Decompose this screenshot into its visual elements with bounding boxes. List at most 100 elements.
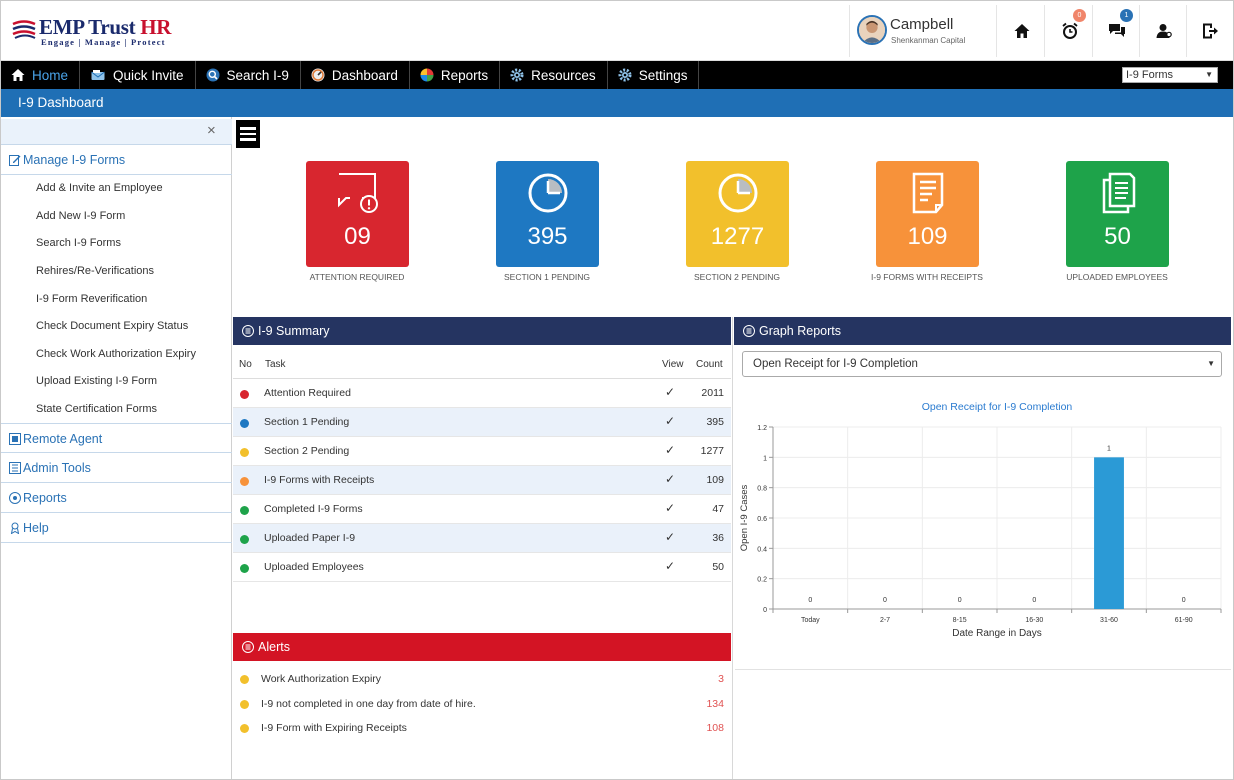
sidebar-sub-upload-existing-i9[interactable]: Upload Existing I-9 Form bbox=[36, 375, 158, 387]
close-icon[interactable]: × bbox=[207, 122, 216, 139]
check-icon[interactable]: ✓ bbox=[665, 385, 676, 399]
graph-title: Graph Reports bbox=[759, 324, 841, 338]
data-label: 0 bbox=[1032, 597, 1036, 604]
nav-resources[interactable]: Resources bbox=[500, 61, 608, 89]
user-settings-button[interactable] bbox=[1141, 5, 1187, 57]
menu-toggle-button[interactable] bbox=[236, 120, 260, 148]
row-count: 109 bbox=[706, 474, 724, 486]
nav-reports[interactable]: Reports bbox=[410, 61, 501, 89]
x-tick-label: 61-90 bbox=[1175, 617, 1193, 624]
search-icon bbox=[206, 68, 220, 82]
x-tick-label: 8-15 bbox=[953, 617, 967, 624]
nav-search-i9[interactable]: Search I-9 bbox=[196, 61, 301, 89]
check-icon[interactable]: ✓ bbox=[665, 472, 676, 486]
tile-value: 50 bbox=[1104, 223, 1131, 250]
pie-chart-icon bbox=[420, 68, 434, 82]
messages-button[interactable]: 1 bbox=[1094, 5, 1140, 57]
form-type-select[interactable]: I-9 Forms ▼ bbox=[1122, 67, 1218, 83]
tile-section2-pending[interactable]: 1277 bbox=[686, 161, 789, 267]
nav-dashboard[interactable]: Dashboard bbox=[301, 61, 410, 89]
chart-bar bbox=[1094, 457, 1124, 609]
alert-item[interactable]: Work Authorization Expiry 3 bbox=[233, 668, 731, 692]
check-icon[interactable]: ✓ bbox=[665, 559, 676, 573]
tile-uploaded-employees[interactable]: 50 bbox=[1066, 161, 1169, 267]
sidebar-item-reports[interactable]: Reports bbox=[1, 483, 232, 513]
alarm-badge: 0 bbox=[1073, 9, 1086, 22]
sidebar-sub-rehires[interactable]: Rehires/Re-Verifications bbox=[36, 265, 154, 277]
divider bbox=[732, 317, 733, 779]
alert-count[interactable]: 108 bbox=[706, 722, 724, 734]
nav-search-i9-label: Search I-9 bbox=[226, 67, 289, 83]
sidebar-sub-reverification[interactable]: I-9 Form Reverification bbox=[36, 293, 148, 305]
table-row[interactable]: Uploaded Employees ✓ 50 bbox=[233, 553, 731, 582]
alert-count[interactable]: 3 bbox=[718, 673, 724, 685]
brand-logo[interactable]: EMP Trust HR Engage | Manage | Protect bbox=[11, 15, 181, 49]
table-row[interactable]: Section 2 Pending ✓ 1277 bbox=[233, 437, 731, 466]
tile-label: Section 2 Pending bbox=[694, 272, 780, 282]
alert-item[interactable]: I-9 not completed in one day from date o… bbox=[233, 693, 731, 717]
alert-dot bbox=[240, 699, 249, 709]
tile-label: Attention Required bbox=[309, 272, 405, 282]
home-button[interactable] bbox=[999, 5, 1045, 57]
tile-label: I-9 Forms with Receipts bbox=[871, 272, 983, 282]
tile-forms-with-receipts[interactable]: 109 bbox=[876, 161, 979, 267]
divider bbox=[735, 669, 1231, 670]
user-profile[interactable]: Campbell Shenkanman Capital bbox=[849, 5, 997, 57]
graph-chart: Open Receipt for I-9 Completion 0 0.2 0.4 0.… bbox=[735, 391, 1231, 661]
table-row[interactable]: Attention Required ✓ 2011 bbox=[233, 379, 731, 408]
table-row[interactable]: Uploaded Paper I-9 ✓ 36 bbox=[233, 524, 731, 553]
tile-attention-required[interactable]: 09 bbox=[306, 161, 409, 267]
check-icon[interactable]: ✓ bbox=[665, 501, 676, 515]
brand-tagline: Engage | Manage | Protect bbox=[41, 37, 166, 47]
check-icon[interactable]: ✓ bbox=[665, 443, 676, 457]
sidebar-sub-state-certification[interactable]: State Certification Forms bbox=[36, 403, 158, 415]
table-row[interactable]: Completed I-9 Forms ✓ 47 bbox=[233, 495, 731, 524]
graph-report-select[interactable]: Open Receipt for I-9 Completion ▼ bbox=[742, 351, 1222, 377]
message-alert-icon bbox=[338, 173, 378, 213]
alert-dot bbox=[240, 675, 249, 684]
messages-badge: 1 bbox=[1120, 9, 1133, 22]
reports-icon bbox=[9, 492, 21, 504]
check-icon[interactable]: ✓ bbox=[665, 414, 676, 428]
data-label: 1 bbox=[1107, 445, 1111, 452]
alarm-button[interactable]: 0 bbox=[1047, 5, 1093, 57]
sidebar-sub-work-authorization-expiry[interactable]: Check Work Authorization Expiry bbox=[36, 348, 196, 360]
nav-settings[interactable]: Settings bbox=[608, 61, 700, 89]
alert-item[interactable]: I-9 Form with Expiring Receipts 108 bbox=[233, 717, 731, 741]
graph-report-select-value: Open Receipt for I-9 Completion bbox=[753, 358, 918, 370]
col-header-task: Task bbox=[265, 359, 286, 370]
x-tick-label: 31-60 bbox=[1100, 617, 1118, 624]
sidebar-item-manage-i9-forms[interactable]: Manage I-9 Forms bbox=[1, 145, 232, 175]
status-dot bbox=[240, 506, 249, 515]
alert-count[interactable]: 134 bbox=[706, 697, 724, 710]
row-count: 50 bbox=[712, 561, 724, 573]
col-header-count: Count bbox=[696, 359, 723, 370]
sidebar-sub-add-new-i9-form[interactable]: Add New I-9 Form bbox=[36, 210, 126, 222]
alert-dot bbox=[240, 724, 249, 733]
sidebar-item-admin-tools[interactable]: Admin Tools bbox=[1, 453, 232, 483]
bar-chart: Open Receipt for I-9 Completion 0 0.2 0.4 0.… bbox=[739, 401, 1222, 639]
sidebar-sub-document-expiry[interactable]: Check Document Expiry Status bbox=[36, 320, 189, 332]
alert-text: I-9 Form with Expiring Receipts bbox=[261, 722, 407, 734]
nav-quick-invite[interactable]: Quick Invite bbox=[80, 61, 196, 89]
row-task: Uploaded Employees bbox=[264, 561, 364, 573]
sidebar-sub-add-invite-employee[interactable]: Add & Invite an Employee bbox=[36, 182, 163, 194]
x-axis-label: Date Range in Days bbox=[952, 628, 1042, 639]
sidebar-item-help[interactable]: Help bbox=[1, 513, 232, 543]
sidebar-sub-search-i9-forms[interactable]: Search I-9 Forms bbox=[36, 237, 121, 249]
tile-label: Uploaded Employees bbox=[1066, 272, 1168, 282]
tile-section1-pending[interactable]: 395 bbox=[496, 161, 599, 267]
sidebar-item-remote-agent[interactable]: Remote Agent bbox=[1, 423, 232, 453]
table-row[interactable]: Section 1 Pending ✓ 395 bbox=[233, 408, 731, 437]
table-row[interactable]: I-9 Forms with Receipts ✓ 109 bbox=[233, 466, 731, 495]
y-tick-label: 0 bbox=[763, 607, 767, 614]
brand-name: EMP Trust HR bbox=[39, 15, 172, 39]
alerts-title: Alerts bbox=[258, 640, 290, 654]
nav-home[interactable]: Home bbox=[1, 61, 81, 89]
check-icon[interactable]: ✓ bbox=[665, 530, 676, 544]
nav-reports-label: Reports bbox=[440, 67, 489, 83]
nav-home-label: Home bbox=[32, 67, 69, 83]
logout-button[interactable] bbox=[1187, 5, 1233, 57]
list-icon bbox=[242, 641, 254, 653]
status-dot bbox=[240, 448, 249, 457]
